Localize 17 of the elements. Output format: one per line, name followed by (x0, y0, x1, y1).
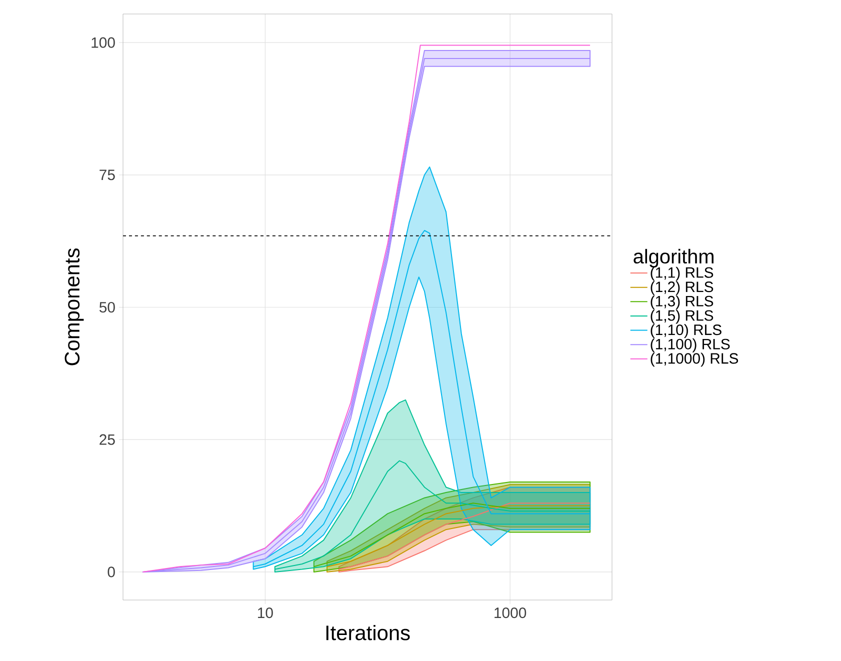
legend-label: (1,100) RLS (650, 338, 730, 352)
legend-label: (1,5) RLS (650, 310, 714, 324)
y-tick-label: 0 (108, 566, 115, 578)
x-axis-title: Iterations (326, 624, 410, 640)
y-axis-title: Components (64, 248, 84, 366)
x-tick-label: 10 (258, 608, 273, 618)
legend-label: (1,2) RLS (650, 281, 714, 296)
y-tick-label: 75 (100, 170, 115, 180)
legend-label: (1,1000) RLS (650, 352, 738, 367)
y-tick-label: 50 (99, 302, 115, 313)
legend-label: (1,3) RLS (650, 295, 714, 310)
y-tick-label: 25 (100, 434, 115, 445)
legend-title: algorithm (634, 248, 714, 268)
legend-label: (1,10) RLS (650, 324, 722, 338)
legend-label: (1,1) RLS (650, 266, 714, 281)
y-tick-label: 100 (92, 37, 115, 48)
x-tick-label: 1000 (494, 608, 526, 618)
